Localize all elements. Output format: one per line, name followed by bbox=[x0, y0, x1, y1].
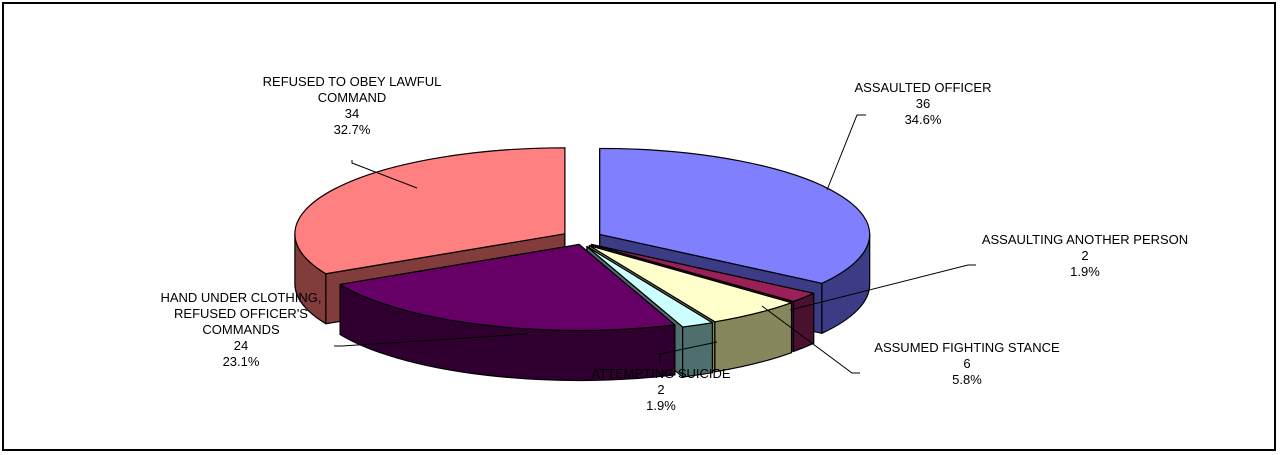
slice-category: REFUSED TO OBEY LAWFUL bbox=[263, 74, 442, 89]
leader-line-0 bbox=[826, 114, 866, 191]
pie-slice-3-top bbox=[586, 245, 713, 328]
leader-line-1 bbox=[789, 264, 976, 311]
leader-line-2 bbox=[761, 305, 860, 374]
slice-value: 24 bbox=[234, 338, 248, 353]
slice-percent: 5.8% bbox=[952, 372, 982, 387]
slice-label-1: ASSAULTING ANOTHER PERSON 2 1.9% bbox=[982, 232, 1188, 279]
slice-percent: 1.9% bbox=[646, 398, 676, 413]
pie-slice-4-top bbox=[339, 243, 676, 332]
leader-line-3 bbox=[659, 341, 718, 364]
slice-category: HAND UNDER CLOTHING, bbox=[160, 290, 321, 305]
slice-value: 2 bbox=[657, 382, 664, 397]
leader-line-4 bbox=[334, 333, 529, 347]
slice-value: 36 bbox=[916, 96, 930, 111]
slice-category: ASSAULTING ANOTHER PERSON bbox=[982, 232, 1188, 247]
slice-category: ATTEMPTING SUICIDE bbox=[591, 366, 730, 381]
pie-slice-2-top bbox=[588, 245, 793, 323]
slice-percent: 32.7% bbox=[334, 122, 371, 137]
slice-value: 2 bbox=[1081, 248, 1088, 263]
slice-value: 34 bbox=[345, 106, 359, 121]
slice-value: 6 bbox=[963, 356, 970, 371]
slice-category: ASSAULTED OFFICER bbox=[854, 80, 991, 95]
slice-category: ASSUMED FIGHTING STANCE bbox=[874, 340, 1060, 355]
slice-label-5: REFUSED TO OBEY LAWFUL COMMAND 34 32.7% bbox=[263, 74, 442, 137]
pie-slice-0-top bbox=[599, 147, 871, 284]
slice-label-2: ASSUMED FIGHTING STANCE 6 5.8% bbox=[874, 340, 1060, 387]
slice-percent: 34.6% bbox=[905, 112, 942, 127]
slice-category: REFUSED OFFICER'S bbox=[174, 306, 308, 321]
slice-percent: 1.9% bbox=[1070, 264, 1100, 279]
slice-percent: 23.1% bbox=[223, 354, 260, 369]
pie-slice-4 bbox=[339, 243, 676, 382]
pie-slice-5-top bbox=[294, 147, 566, 275]
slice-label-4: HAND UNDER CLOTHING, REFUSED OFFICER'S COM… bbox=[160, 290, 321, 369]
slice-label-0: ASSAULTED OFFICER 36 34.6% bbox=[854, 80, 991, 127]
slice-category: COMMANDS bbox=[202, 322, 280, 337]
pie-slice-1-top bbox=[590, 243, 815, 303]
leader-line-5 bbox=[351, 160, 418, 189]
slice-category: COMMAND bbox=[318, 90, 387, 105]
slice-label-3: ATTEMPTING SUICIDE 2 1.9% bbox=[591, 366, 730, 413]
